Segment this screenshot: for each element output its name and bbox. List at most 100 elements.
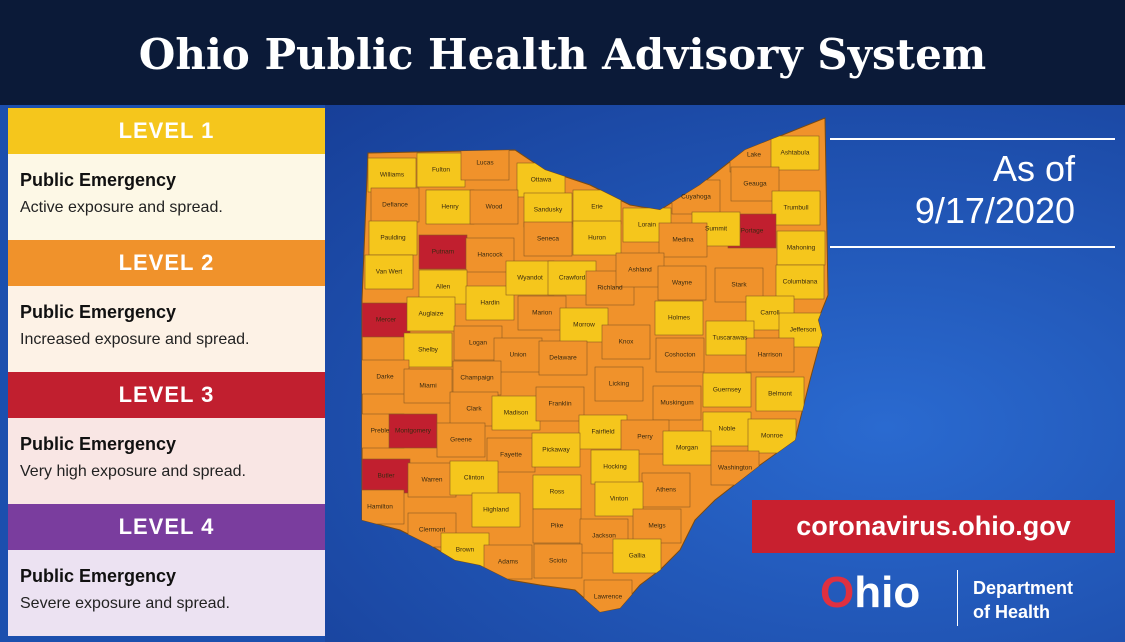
county-name: Williams xyxy=(380,172,405,179)
county xyxy=(362,302,411,338)
county-name: Cuyahoga xyxy=(681,194,711,201)
county xyxy=(362,458,411,494)
level-body: Public Emergency Severe exposure and spre… xyxy=(8,550,325,636)
county-name: Trumbull xyxy=(783,205,809,212)
county xyxy=(745,337,795,373)
county-name: Lucas xyxy=(476,160,494,167)
county-name: Warren xyxy=(421,477,442,484)
county xyxy=(776,230,826,266)
county xyxy=(601,324,651,360)
county xyxy=(449,460,499,496)
county xyxy=(770,135,820,171)
county xyxy=(471,492,521,528)
county-name: Lawrence xyxy=(594,594,623,601)
county-name: Defiance xyxy=(382,202,408,209)
county-name: Preble xyxy=(371,428,390,435)
level-headline: Public Emergency xyxy=(20,434,177,454)
county xyxy=(364,254,414,290)
legend-panel: LEVEL 1 Public Emergency Active exposure a… xyxy=(8,108,325,642)
county-name: Columbiana xyxy=(783,279,818,286)
level-body: Public Emergency Very high exposure and s… xyxy=(8,418,325,504)
county-name: Athens xyxy=(656,487,677,494)
county-name: Clermont xyxy=(419,527,446,534)
county xyxy=(654,300,704,336)
county xyxy=(559,307,609,343)
county-name: Wayne xyxy=(672,280,692,287)
county-name: Darke xyxy=(376,374,394,381)
county-name: Ross xyxy=(550,489,566,496)
county-name: Belmont xyxy=(768,391,792,398)
level-header: LEVEL 3 xyxy=(8,372,325,418)
county xyxy=(578,414,628,450)
county-name: Franklin xyxy=(548,401,572,408)
county-name: Paulding xyxy=(380,235,406,242)
county-name: Noble xyxy=(719,426,736,433)
county-name: Stark xyxy=(731,282,747,289)
level-description: Active exposure and spread. xyxy=(20,199,223,216)
county-name: Portage xyxy=(741,228,764,235)
county-name: Tuscarawas xyxy=(713,335,749,342)
county-name: Ottawa xyxy=(531,177,552,184)
as-of-label: As of xyxy=(992,148,1075,189)
title: Ohio Public Health Advisory System xyxy=(138,30,987,79)
county-name: Richland xyxy=(597,285,623,292)
level-headline: Public Emergency xyxy=(20,170,177,190)
county xyxy=(755,376,805,412)
county-name: Hocking xyxy=(603,464,627,471)
county-name: Montgomery xyxy=(395,428,432,435)
county xyxy=(572,220,622,256)
county-name: Meigs xyxy=(648,523,666,530)
county-name: Greene xyxy=(450,437,472,444)
county-name: Lake xyxy=(747,152,761,159)
county xyxy=(406,296,456,332)
level-description: Increased exposure and spread. xyxy=(20,331,250,348)
county-name: Ashtabula xyxy=(781,150,810,157)
county xyxy=(612,538,662,574)
county-name: Putnam xyxy=(432,249,454,256)
county-name: Mahoning xyxy=(787,245,816,252)
county-name: Wyandot xyxy=(517,275,543,282)
level-header: LEVEL 2 xyxy=(8,240,325,286)
county-name: Ashland xyxy=(628,267,652,274)
county-name: Champaign xyxy=(460,375,494,382)
county-name: Jefferson xyxy=(790,327,817,334)
level-body: Public Emergency Increased exposure and s… xyxy=(8,286,325,372)
county xyxy=(641,472,691,508)
county-name: Vinton xyxy=(610,496,629,503)
level-description: Very high exposure and spread. xyxy=(20,463,246,480)
county-name: Union xyxy=(510,352,527,359)
county xyxy=(465,285,515,321)
department-text: Department of Health xyxy=(973,576,1073,624)
level-headline: Public Emergency xyxy=(20,302,177,322)
county-name: Perry xyxy=(637,434,653,441)
county xyxy=(460,145,510,181)
county xyxy=(662,430,712,466)
county-labels: Williams Fulton Lucas Ottawa Defiance Henry Wo… xyxy=(367,150,818,601)
level-body: Public Emergency Active exposure and spre… xyxy=(8,154,325,240)
county xyxy=(620,419,670,455)
county-name: Highland xyxy=(483,507,509,514)
county xyxy=(632,508,682,544)
county xyxy=(535,386,585,422)
county-name: Delaware xyxy=(549,355,577,362)
county-name: Gallia xyxy=(629,553,646,560)
county xyxy=(403,368,453,404)
county xyxy=(775,264,825,300)
county-name: Brown xyxy=(456,547,475,554)
county-name: Muskingum xyxy=(660,400,693,407)
county xyxy=(615,252,665,288)
county xyxy=(407,462,457,498)
county-name: Guernsey xyxy=(713,387,742,394)
county-name: Adams xyxy=(498,559,519,566)
level-description: Severe exposure and spread. xyxy=(20,595,230,612)
county-name: Madison xyxy=(504,410,529,417)
county-name: Marion xyxy=(532,310,552,317)
county xyxy=(517,295,567,331)
county xyxy=(657,265,707,301)
county xyxy=(523,192,573,228)
county-name: Henry xyxy=(441,204,459,211)
county-name: Scioto xyxy=(549,558,567,565)
county xyxy=(585,270,635,306)
